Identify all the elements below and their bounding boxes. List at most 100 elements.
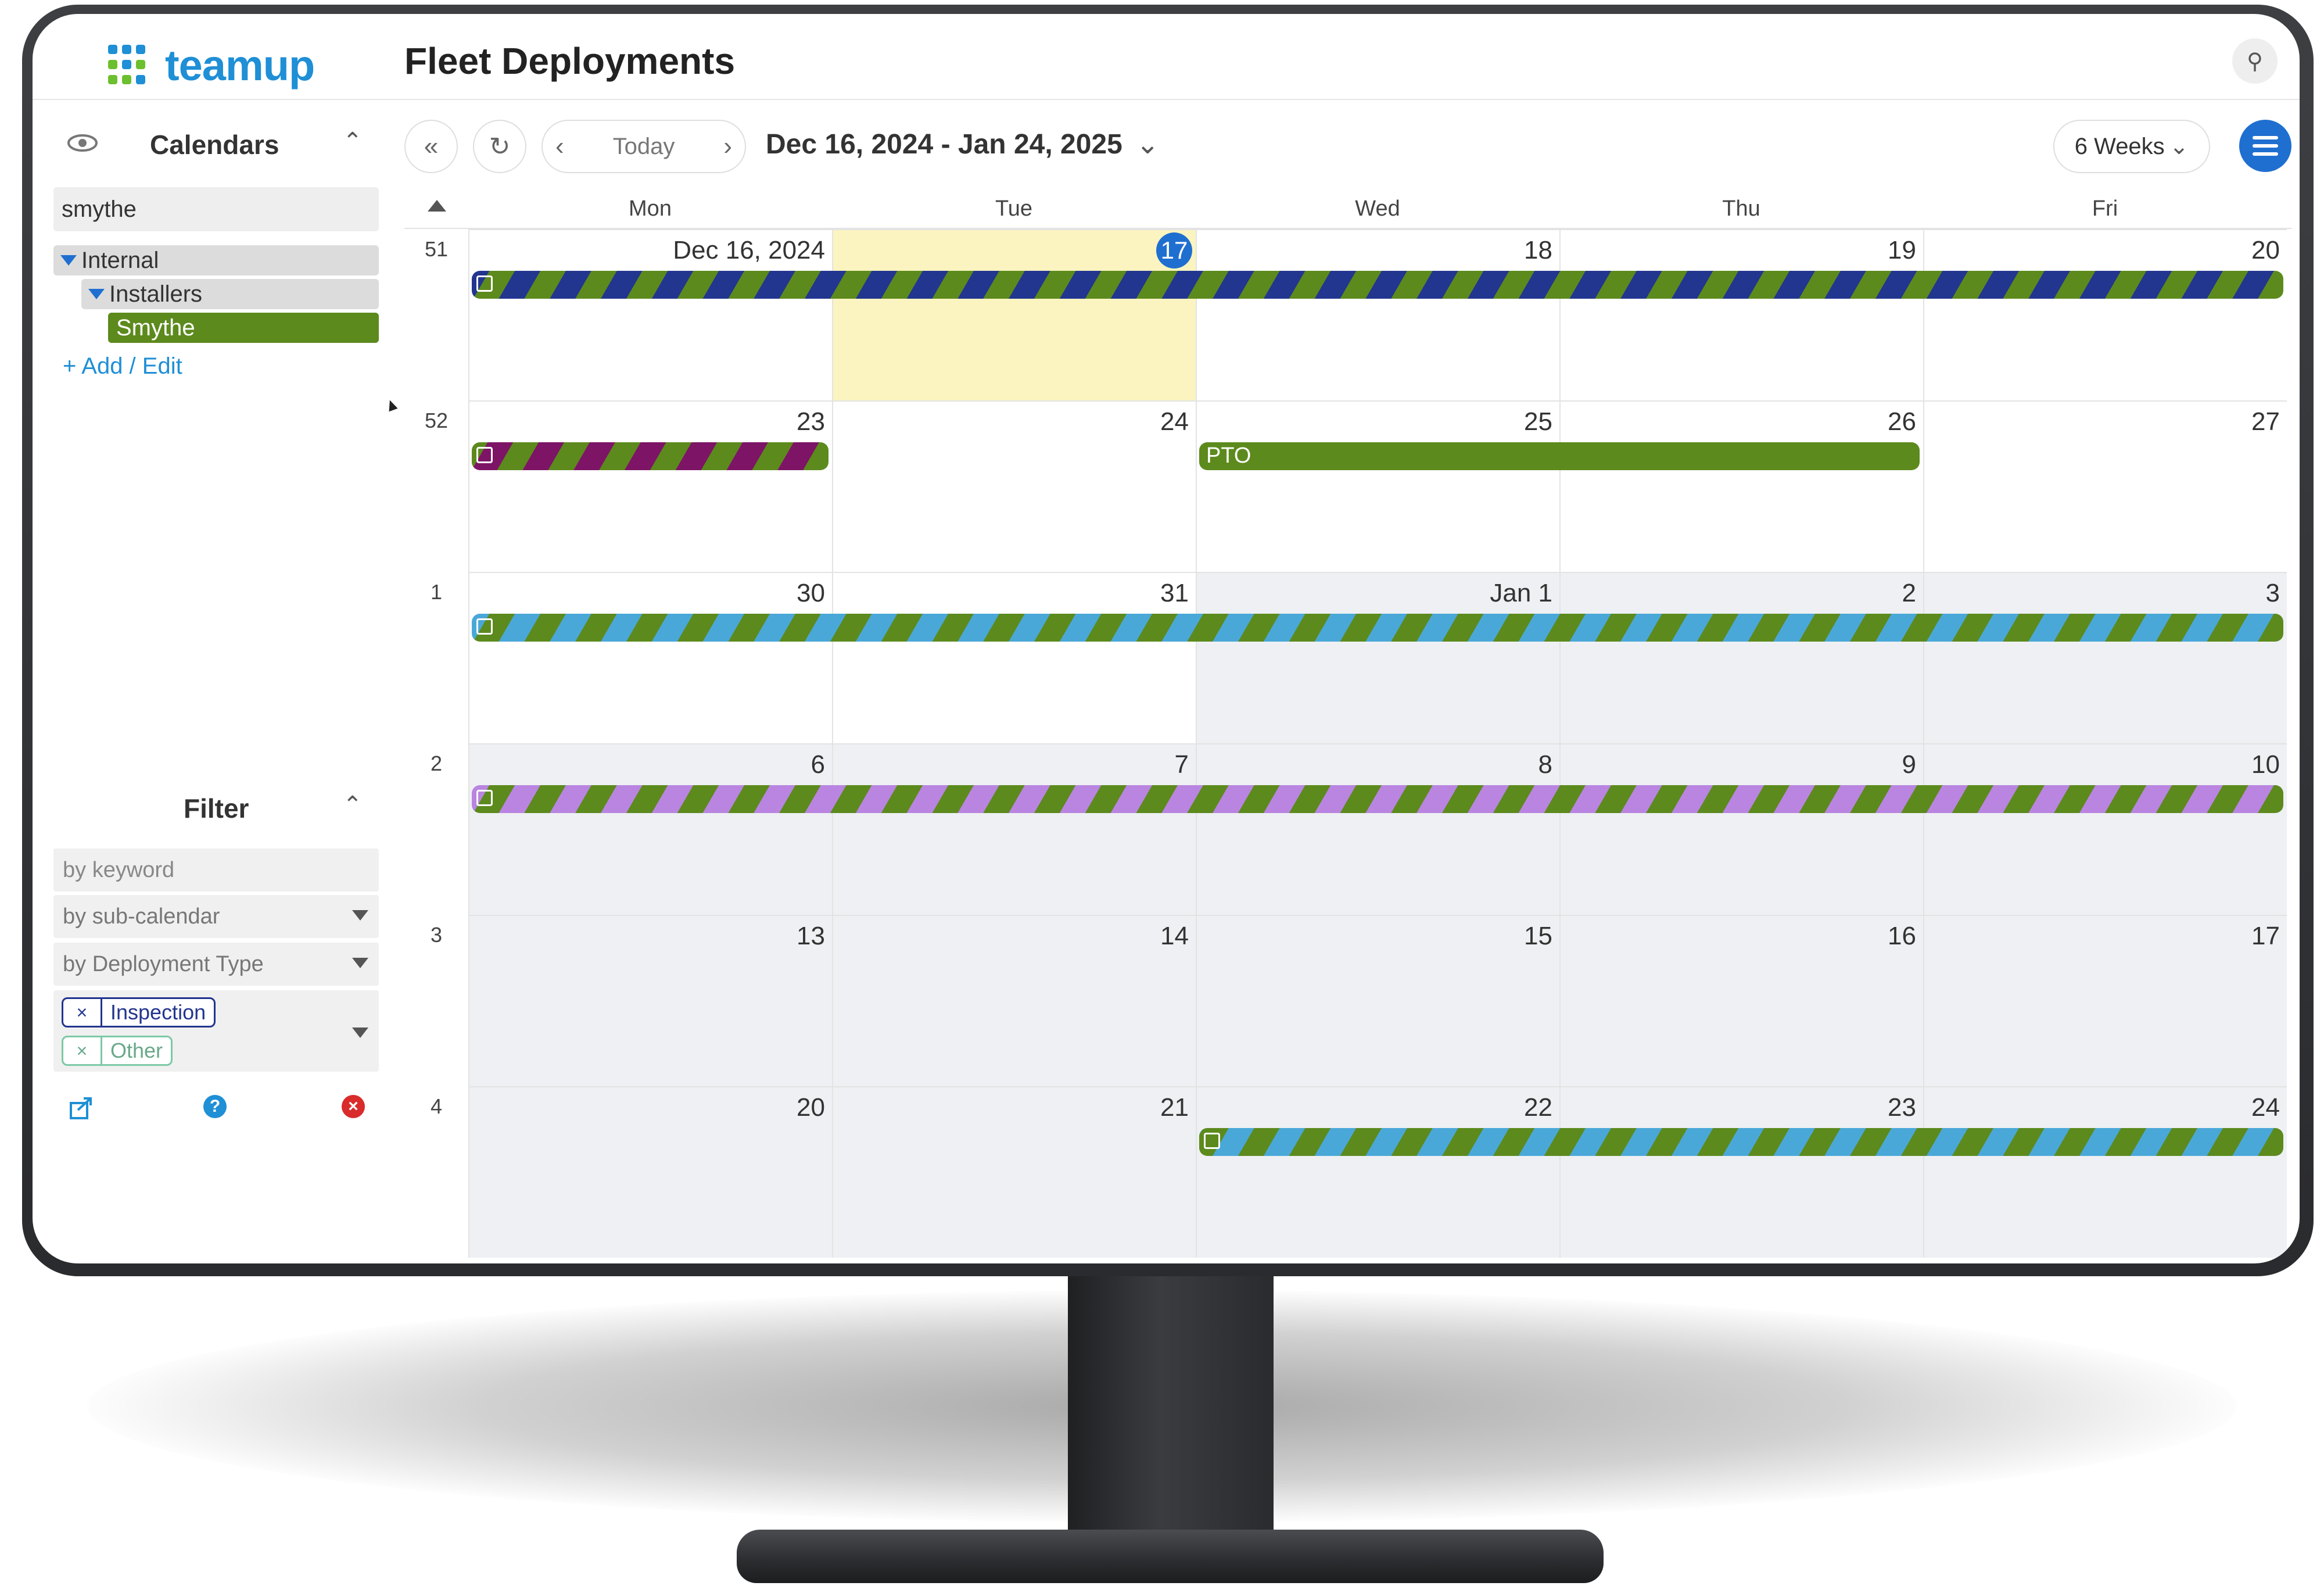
chip-other[interactable]: × Other (62, 1036, 173, 1066)
week-number[interactable]: 2 (430, 751, 443, 775)
day-cell[interactable]: 14 (832, 915, 1196, 1086)
event-bar[interactable] (472, 614, 2283, 642)
day-cell[interactable]: 13 (468, 915, 832, 1086)
day-number[interactable]: 20 (2251, 236, 2280, 264)
week-number[interactable]: 4 (430, 1094, 443, 1118)
day-cell[interactable]: 17 (832, 229, 1196, 400)
day-number[interactable]: 25 (1524, 407, 1552, 436)
day-number[interactable]: 17 (2251, 922, 2280, 950)
day-number[interactable]: 10 (2251, 750, 2280, 779)
day-cell[interactable]: 19 (1559, 229, 1923, 400)
filter-subcalendar-select[interactable]: by sub-calendar (53, 895, 379, 938)
event-bar[interactable] (1199, 1128, 2283, 1156)
day-cell[interactable]: 22 (1196, 1086, 1559, 1258)
day-number[interactable]: 20 (797, 1093, 825, 1122)
chevron-up-icon[interactable]: ⌃ (343, 128, 363, 154)
day-number[interactable]: 27 (2251, 407, 2280, 436)
day-number[interactable]: 22 (1524, 1093, 1552, 1122)
day-number[interactable]: 9 (1902, 750, 1916, 779)
day-number[interactable]: 15 (1524, 922, 1552, 950)
chevron-left-icon[interactable]: ‹ (555, 132, 564, 160)
week-number[interactable]: 51 (424, 237, 449, 261)
day-number[interactable]: 3 (2265, 579, 2280, 607)
day-cell[interactable]: 26 (1559, 400, 1923, 572)
day-number[interactable]: 6 (810, 750, 825, 779)
chip-inspection[interactable]: × Inspection (62, 997, 216, 1028)
event-bar[interactable] (472, 271, 2283, 299)
day-cell[interactable]: 6 (468, 743, 832, 915)
day-number[interactable]: 23 (1888, 1093, 1916, 1122)
day-cell[interactable]: 8 (1196, 743, 1559, 915)
remove-chip-icon[interactable]: × (63, 1037, 102, 1064)
day-number[interactable]: 31 (1160, 579, 1189, 607)
day-cell[interactable]: 3 (1923, 572, 2287, 743)
day-number[interactable]: 30 (797, 579, 825, 607)
day-number[interactable]: 2 (1902, 579, 1916, 607)
day-cell[interactable]: 24 (832, 400, 1196, 572)
day-number[interactable]: Jan 1 (1490, 579, 1552, 607)
day-cell[interactable]: 16 (1559, 915, 1923, 1086)
day-number[interactable]: 7 (1174, 750, 1189, 779)
day-cell[interactable]: 23 (1559, 1086, 1923, 1258)
filter-keyword-input[interactable]: by keyword (53, 849, 379, 892)
day-cell[interactable]: 15 (1196, 915, 1559, 1086)
filter-deployment-type-select[interactable]: by Deployment Type (53, 943, 379, 986)
menu-button[interactable] (2239, 120, 2291, 172)
help-icon[interactable]: ? (203, 1095, 227, 1118)
first-page-button[interactable]: « (404, 120, 458, 173)
day-cell[interactable]: 7 (832, 743, 1196, 915)
day-cell[interactable]: 27 (1923, 400, 2287, 572)
day-cell[interactable]: 31 (832, 572, 1196, 743)
day-number[interactable]: 8 (1538, 750, 1552, 779)
filter-chips-box[interactable]: × Inspection × Other (53, 990, 379, 1072)
week-number[interactable]: 52 (424, 409, 449, 432)
day-number[interactable]: Dec 16, 2024 (673, 236, 825, 264)
tree-item-internal[interactable]: Internal (53, 245, 379, 275)
today-date-badge[interactable]: 17 (1156, 232, 1192, 268)
day-number[interactable]: 14 (1160, 922, 1189, 950)
brand[interactable]: teamup (108, 36, 315, 94)
day-number[interactable]: 19 (1888, 236, 1916, 264)
day-cell[interactable]: 23 (468, 400, 832, 572)
remove-chip-icon[interactable]: × (63, 999, 102, 1026)
calendar-search-input[interactable]: smythe (53, 187, 379, 231)
date-range-picker[interactable]: Dec 16, 2024 - Jan 24, 2025 ⌄ (766, 128, 1159, 160)
tree-item-smythe[interactable]: Smythe (108, 313, 379, 343)
day-number[interactable]: 16 (1888, 922, 1916, 950)
week-number[interactable]: 3 (430, 923, 443, 947)
day-cell[interactable]: 10 (1923, 743, 2287, 915)
day-cell[interactable]: Dec 16, 2024 (468, 229, 832, 400)
event-bar[interactable]: PTO (1199, 442, 1920, 470)
day-cell[interactable]: 20 (468, 1086, 832, 1258)
day-cell[interactable]: Jan 1 (1196, 572, 1559, 743)
search-button[interactable]: ⚲ (2232, 38, 2278, 84)
collapse-weeks-icon[interactable] (428, 200, 446, 212)
day-cell[interactable]: 18 (1196, 229, 1559, 400)
event-bar[interactable] (472, 442, 829, 470)
day-number[interactable]: 13 (797, 922, 825, 950)
day-number[interactable]: 18 (1524, 236, 1552, 264)
day-number[interactable]: 23 (797, 407, 825, 436)
today-button[interactable]: Today (612, 133, 675, 159)
day-cell[interactable]: 24 (1923, 1086, 2287, 1258)
day-number[interactable]: 26 (1888, 407, 1916, 436)
view-select[interactable]: 6 Weeks ⌄ (2053, 120, 2210, 173)
day-cell[interactable]: 17 (1923, 915, 2287, 1086)
event-bar[interactable] (472, 785, 2283, 813)
day-number[interactable]: 24 (2251, 1093, 2280, 1122)
day-number[interactable]: 21 (1160, 1093, 1189, 1122)
clear-icon[interactable]: × (342, 1095, 365, 1118)
day-cell[interactable]: 9 (1559, 743, 1923, 915)
tree-item-installers[interactable]: Installers (81, 279, 379, 309)
eye-icon[interactable] (66, 133, 99, 153)
share-icon[interactable] (69, 1095, 94, 1123)
day-cell[interactable]: 25 (1196, 400, 1559, 572)
week-number[interactable]: 1 (430, 580, 443, 604)
day-cell[interactable]: 2 (1559, 572, 1923, 743)
add-edit-link[interactable]: + Add / Edit (63, 353, 182, 379)
day-number[interactable]: 24 (1160, 407, 1189, 436)
refresh-button[interactable]: ↻ (473, 120, 526, 173)
chevron-right-icon[interactable]: › (723, 132, 732, 160)
day-cell[interactable]: 30 (468, 572, 832, 743)
day-cell[interactable]: 20 (1923, 229, 2287, 400)
